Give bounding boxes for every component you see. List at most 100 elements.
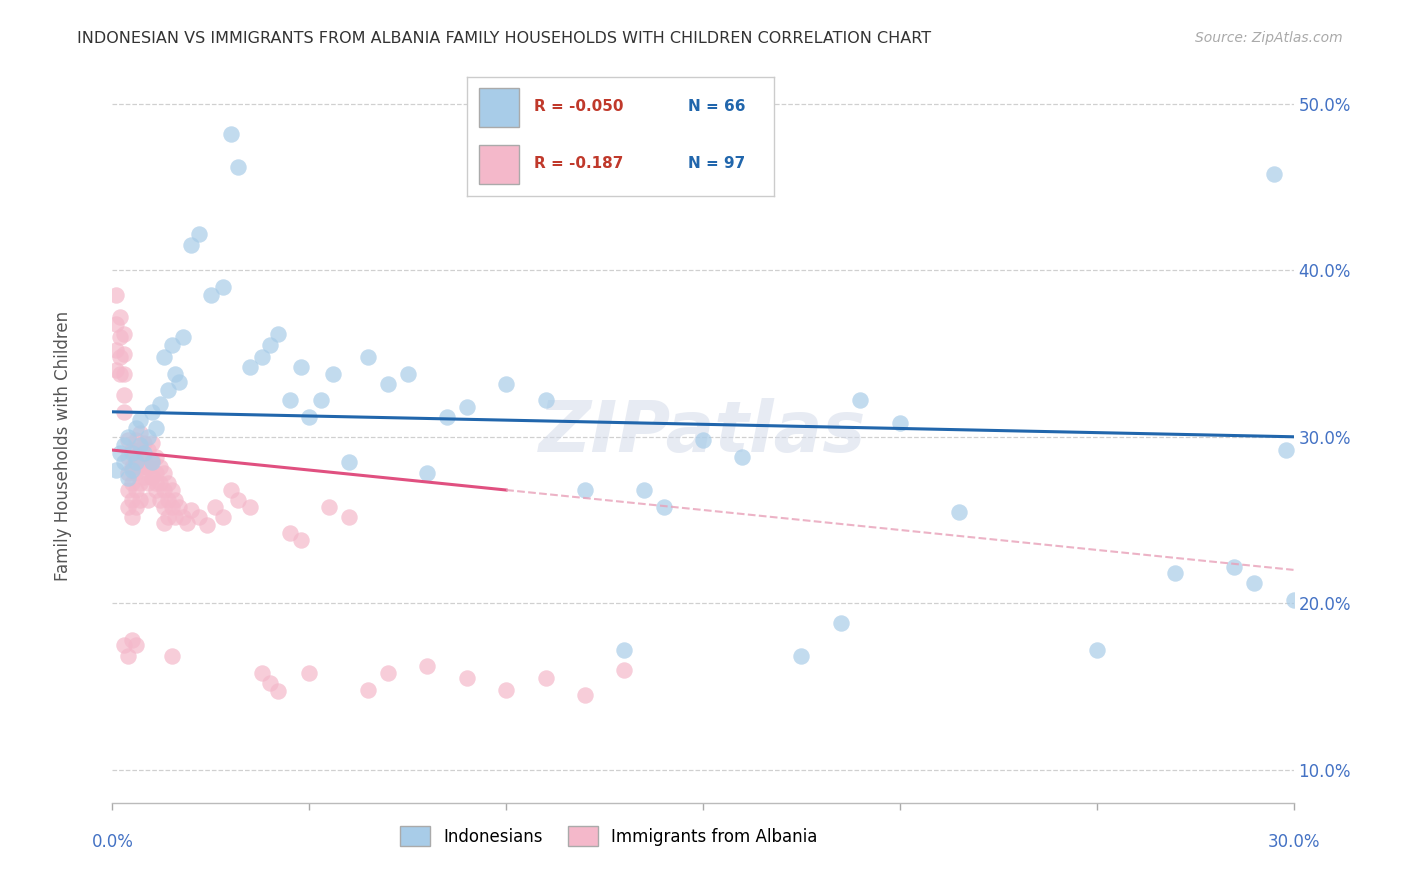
Point [152, 516, 174, 531]
Point [136, 430, 159, 444]
Point [129, 443, 152, 458]
Point [121, 509, 143, 524]
Point [121, 493, 143, 508]
Point [105, 463, 128, 477]
Point [337, 509, 360, 524]
Point [200, 288, 222, 302]
Point [195, 518, 218, 533]
Point [125, 433, 148, 447]
Point [290, 533, 312, 547]
Point [129, 459, 152, 474]
Point [125, 638, 148, 652]
Point [149, 459, 172, 474]
Legend: Indonesians, Immigrants from Albania: Indonesians, Immigrants from Albania [399, 826, 817, 847]
Point [136, 443, 159, 458]
Point [125, 455, 148, 469]
Point [188, 227, 211, 241]
Point [357, 350, 380, 364]
Point [152, 500, 174, 514]
Text: 30.0%: 30.0% [1267, 833, 1320, 851]
Point [105, 288, 128, 302]
Text: Family Households with Children: Family Households with Children [55, 311, 72, 581]
Point [495, 682, 517, 697]
Point [337, 455, 360, 469]
Point [149, 476, 172, 491]
Point [290, 359, 312, 374]
Point [121, 632, 143, 647]
Text: ZIPatlas: ZIPatlas [540, 398, 866, 467]
Point [125, 483, 148, 497]
Text: Source: ZipAtlas.com: Source: ZipAtlas.com [1195, 31, 1343, 45]
Point [117, 430, 139, 444]
Point [149, 493, 172, 508]
Point [160, 483, 183, 497]
Point [267, 684, 290, 698]
Point [889, 417, 911, 431]
Text: INDONESIAN VS IMMIGRANTS FROM ALBANIA FAMILY HOUSEHOLDS WITH CHILDREN CORRELATIO: INDONESIAN VS IMMIGRANTS FROM ALBANIA FA… [77, 31, 931, 46]
Point [112, 455, 135, 469]
Point [145, 483, 167, 497]
Point [830, 616, 852, 631]
Point [1164, 566, 1187, 581]
Point [110, 310, 132, 324]
Point [456, 400, 478, 414]
Point [574, 688, 596, 702]
Point [172, 509, 194, 524]
Point [219, 483, 242, 497]
Point [165, 493, 187, 508]
Point [377, 376, 399, 391]
Point [169, 375, 191, 389]
Point [132, 436, 155, 450]
Point [436, 409, 458, 424]
Point [125, 450, 148, 464]
Point [322, 367, 344, 381]
Point [132, 453, 155, 467]
Point [125, 500, 148, 514]
Point [136, 476, 159, 491]
Point [250, 350, 273, 364]
Point [211, 280, 233, 294]
Point [250, 666, 273, 681]
Point [156, 509, 179, 524]
Point [125, 421, 148, 435]
Point [534, 393, 557, 408]
Point [169, 500, 191, 514]
Point [136, 493, 159, 508]
Point [534, 671, 557, 685]
Point [152, 467, 174, 481]
Point [160, 338, 183, 352]
Point [132, 453, 155, 467]
Point [165, 509, 187, 524]
Point [396, 367, 419, 381]
Point [112, 346, 135, 360]
Point [121, 476, 143, 491]
Point [112, 367, 135, 381]
Point [105, 343, 128, 358]
Point [574, 483, 596, 497]
Point [129, 413, 152, 427]
Point [112, 388, 135, 402]
Point [165, 367, 187, 381]
Point [110, 330, 132, 344]
Point [141, 469, 163, 483]
Point [204, 500, 226, 514]
Point [105, 317, 128, 331]
Point [112, 405, 135, 419]
Point [652, 500, 675, 514]
Point [117, 471, 139, 485]
Point [239, 359, 262, 374]
Point [129, 426, 152, 441]
Point [129, 438, 152, 452]
Point [267, 326, 290, 341]
Point [309, 393, 332, 408]
Point [141, 453, 163, 467]
Point [105, 363, 128, 377]
Point [152, 350, 174, 364]
Point [145, 450, 167, 464]
Point [112, 638, 135, 652]
Point [136, 459, 159, 474]
Point [211, 509, 233, 524]
Point [117, 467, 139, 481]
Point [1223, 559, 1246, 574]
Point [117, 500, 139, 514]
